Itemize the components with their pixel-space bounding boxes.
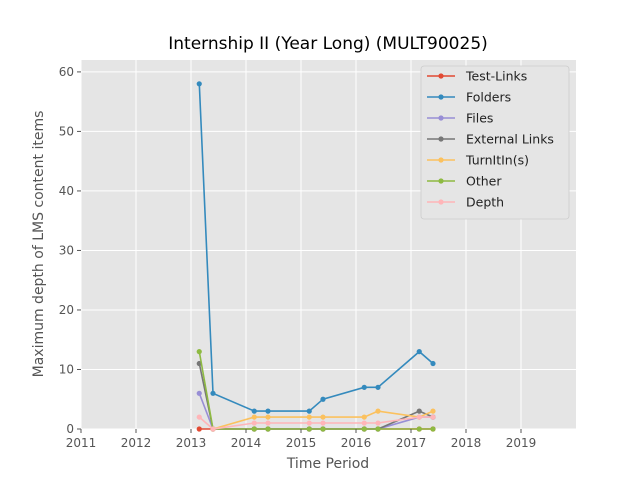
x-tick-label: 2014	[231, 436, 262, 450]
legend-item-folders: Folders	[427, 90, 511, 105]
data-point	[375, 420, 381, 426]
legend-label: Other	[466, 174, 502, 189]
data-point	[210, 390, 216, 396]
data-point	[306, 408, 312, 414]
x-tick-label: 2018	[451, 436, 482, 450]
data-point	[306, 420, 312, 426]
data-point	[196, 426, 202, 432]
data-point	[361, 426, 367, 432]
legend-marker	[438, 157, 444, 163]
data-point	[416, 408, 422, 414]
legend-item-other: Other	[427, 174, 502, 189]
tick-labels: 2011 2012 2013 2014 2015 2016 2017 2018 2019 0 10 2…	[59, 65, 537, 450]
data-point	[416, 349, 422, 355]
data-point	[375, 426, 381, 432]
y-tick-label: 60	[59, 65, 74, 79]
data-point	[265, 408, 271, 414]
x-tick-label: 2019	[506, 436, 537, 450]
data-point	[320, 426, 326, 432]
data-point	[251, 420, 257, 426]
series-line	[198, 416, 433, 430]
data-point	[430, 414, 436, 420]
legend-item-test-links: Test-Links	[427, 69, 527, 84]
data-point	[375, 384, 381, 390]
legend-label: External Links	[466, 132, 554, 147]
legend-marker	[438, 94, 444, 100]
y-tick-label: 30	[59, 243, 74, 257]
series-line	[198, 351, 433, 430]
legend-marker	[438, 178, 444, 184]
legend-item-turnitin-s: TurnItIn(s)	[427, 153, 529, 168]
legend-label: Depth	[466, 195, 504, 210]
legend-label: Folders	[466, 90, 511, 105]
data-point	[320, 396, 326, 402]
data-point	[196, 349, 202, 355]
legend-label: TurnItIn(s)	[465, 153, 529, 168]
data-point	[196, 81, 202, 87]
chart-title: Internship II (Year Long) (MULT90025)	[168, 34, 488, 54]
data-point	[375, 408, 381, 414]
data-point	[265, 414, 271, 420]
series-line	[198, 83, 434, 412]
legend-item-depth: Depth	[427, 195, 504, 210]
data-point	[361, 420, 367, 426]
legend: Test-Links Folders Files External Links Turn…	[420, 65, 570, 220]
data-point	[306, 426, 312, 432]
data-point	[320, 414, 326, 420]
data-point	[251, 414, 257, 420]
series-folders	[196, 81, 436, 414]
data-point	[196, 414, 202, 420]
x-tick-label: 2017	[396, 436, 427, 450]
data-point	[210, 426, 216, 432]
x-tick-label: 2011	[66, 436, 97, 450]
y-tick-label: 10	[59, 362, 74, 376]
legend-marker	[438, 115, 444, 121]
data-point	[251, 426, 257, 432]
x-tick-label: 2015	[286, 436, 317, 450]
y-tick-label: 50	[59, 124, 74, 138]
y-tick-label: 20	[59, 303, 74, 317]
x-tick-label: 2012	[121, 436, 152, 450]
x-axis-label: Time Period	[286, 456, 369, 472]
data-point	[430, 408, 436, 414]
data-point	[320, 420, 326, 426]
y-axis-label: Maximum depth of LMS content items	[31, 111, 47, 378]
y-tick-label: 0	[66, 422, 74, 436]
data-point	[361, 414, 367, 420]
legend-label: Test-Links	[465, 69, 527, 84]
data-point	[416, 426, 422, 432]
legend-marker	[438, 199, 444, 205]
series-depth	[196, 414, 436, 432]
legend-box	[420, 65, 570, 220]
y-tick-label: 40	[59, 184, 74, 198]
series-lines	[196, 81, 436, 432]
data-point	[430, 360, 436, 367]
legend-marker	[438, 73, 444, 79]
legend-item-files: Files	[427, 111, 493, 126]
data-point	[196, 390, 202, 396]
legend-item-external-links: External Links	[427, 132, 554, 147]
data-point	[361, 384, 367, 390]
legend-label: Files	[466, 111, 493, 126]
data-point	[251, 408, 257, 414]
data-point	[430, 426, 436, 432]
data-point	[306, 414, 312, 420]
data-point	[265, 420, 271, 426]
data-point	[265, 426, 271, 432]
x-tick-label: 2013	[176, 436, 207, 450]
x-tick-label: 2016	[341, 436, 372, 450]
data-point	[416, 414, 422, 420]
legend-marker	[438, 136, 444, 142]
